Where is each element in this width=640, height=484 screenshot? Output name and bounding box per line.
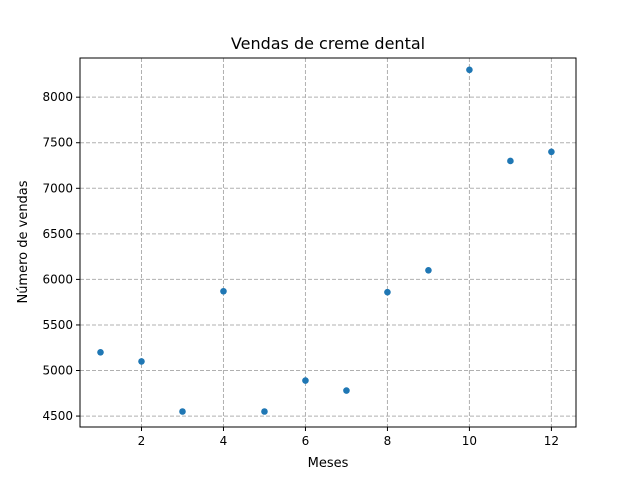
data-point — [425, 266, 432, 274]
chart-title: Vendas de creme dental — [231, 34, 425, 53]
tick-layer: 2 4 6 8 10 12 4500 5000 5500 6000 6500 7000 7500 8000 — [42, 90, 559, 448]
data-point — [548, 148, 555, 156]
x-axis-label: Meses — [308, 456, 349, 471]
plot-frame — [79, 57, 577, 428]
y-tick-label: 6500 — [42, 227, 73, 241]
data-point — [384, 288, 391, 296]
data-point — [302, 377, 309, 384]
data-point — [179, 408, 186, 415]
y-tick-label: 5000 — [42, 364, 73, 378]
data-point — [220, 287, 227, 295]
y-tick-label: 7500 — [42, 136, 73, 150]
y-tick-label: 6000 — [42, 272, 73, 286]
y-tick-label: 4500 — [42, 409, 73, 423]
x-tick-label: 6 — [302, 434, 310, 448]
data-point — [138, 358, 145, 365]
data-point — [507, 157, 514, 165]
grid-layer — [80, 58, 576, 427]
point-layer — [97, 66, 555, 415]
data-point — [343, 387, 350, 394]
x-tick-label: 8 — [384, 434, 392, 448]
x-tick-label: 10 — [462, 434, 477, 448]
y-tick-label: 5500 — [42, 318, 73, 332]
data-point — [466, 66, 473, 74]
x-tick-label: 4 — [220, 434, 228, 448]
x-tick-label: 2 — [138, 434, 146, 448]
y-tick-label: 7000 — [42, 181, 73, 195]
data-point — [261, 408, 268, 415]
y-tick-label: 8000 — [42, 90, 73, 104]
data-point — [97, 348, 104, 356]
y-axis-label: Número de vendas — [16, 180, 31, 303]
x-tick-label: 12 — [544, 434, 559, 448]
